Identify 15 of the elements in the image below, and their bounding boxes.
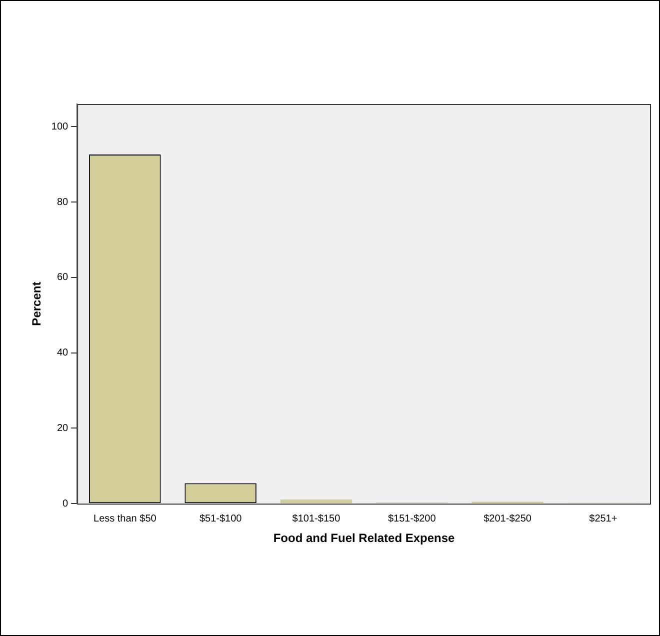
x-tick-label: $51-$100 <box>199 513 242 524</box>
x-tick-label: $101-$150 <box>292 513 341 524</box>
bar <box>280 499 352 504</box>
x-axis-title: Food and Fuel Related Expense <box>273 531 456 546</box>
x-tick-label: $201-$250 <box>484 513 532 524</box>
x-tick-label: Less than $50 <box>93 513 157 524</box>
y-tick-label: 80 <box>56 196 69 208</box>
x-tick-label: $151-$200 <box>388 513 436 524</box>
y-tick-label: 40 <box>56 348 69 359</box>
x-tick-label: $251+ <box>589 513 618 524</box>
y-tick-label: 100 <box>51 121 69 132</box>
y-tick-label: 0 <box>62 498 69 510</box>
y-tick-label: 60 <box>56 272 69 284</box>
y-tick-label: 20 <box>56 422 69 434</box>
y-axis-title: Percent <box>30 282 44 326</box>
